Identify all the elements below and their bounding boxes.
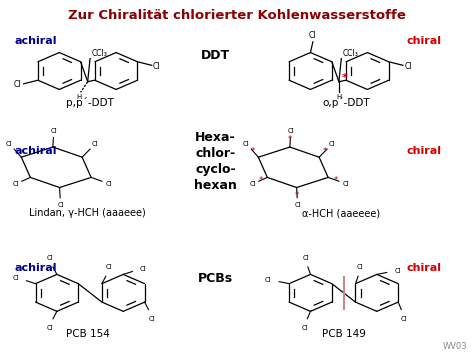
Text: Cl: Cl bbox=[50, 128, 57, 134]
Text: Cl: Cl bbox=[343, 181, 349, 187]
Text: Cl: Cl bbox=[46, 325, 53, 331]
Text: Cl: Cl bbox=[301, 325, 308, 331]
Text: *: * bbox=[295, 191, 299, 200]
Text: Cl: Cl bbox=[401, 316, 407, 322]
Text: o,p´-DDT: o,p´-DDT bbox=[322, 97, 370, 108]
Text: Cl: Cl bbox=[6, 141, 13, 147]
Text: achiral: achiral bbox=[14, 263, 57, 273]
Text: Cl: Cl bbox=[92, 141, 99, 147]
Text: PCB 149: PCB 149 bbox=[322, 329, 365, 339]
Text: Hexa-
chlor-
cyclo-
hexan: Hexa- chlor- cyclo- hexan bbox=[194, 131, 237, 192]
Text: CCl₃: CCl₃ bbox=[91, 49, 107, 58]
Text: Cl: Cl bbox=[294, 202, 301, 208]
Text: Lindan, γ-HCH (aaaeee): Lindan, γ-HCH (aaaeee) bbox=[29, 208, 146, 218]
Text: Cl: Cl bbox=[106, 181, 112, 187]
Text: Cl: Cl bbox=[46, 255, 53, 261]
Text: p,p´-DDT: p,p´-DDT bbox=[66, 97, 114, 108]
Text: PCB 154: PCB 154 bbox=[66, 329, 109, 339]
Text: DDT: DDT bbox=[201, 49, 230, 61]
Text: CCl₃: CCl₃ bbox=[343, 49, 358, 58]
Text: *: * bbox=[323, 147, 327, 155]
Text: Cl: Cl bbox=[153, 61, 161, 71]
Text: WV03: WV03 bbox=[442, 343, 467, 351]
Text: Cl: Cl bbox=[264, 277, 271, 283]
Text: Cl: Cl bbox=[404, 61, 412, 71]
Text: Cl: Cl bbox=[357, 264, 364, 270]
Text: achiral: achiral bbox=[14, 146, 57, 156]
Text: H: H bbox=[76, 94, 82, 100]
Text: *: * bbox=[342, 73, 347, 83]
Text: Cl: Cl bbox=[243, 141, 250, 147]
Text: Cl: Cl bbox=[14, 80, 21, 89]
Text: Cl: Cl bbox=[329, 141, 336, 147]
Text: Cl: Cl bbox=[395, 268, 401, 274]
Text: chiral: chiral bbox=[407, 263, 442, 273]
Text: Cl: Cl bbox=[106, 264, 112, 270]
Text: chiral: chiral bbox=[407, 146, 442, 156]
Text: Cl: Cl bbox=[140, 266, 146, 272]
Text: *: * bbox=[288, 135, 292, 144]
Text: *: * bbox=[259, 176, 263, 185]
Text: Cl: Cl bbox=[13, 181, 19, 187]
Text: Cl: Cl bbox=[57, 202, 64, 208]
Text: α-HCH (aaeeee): α-HCH (aaeeee) bbox=[302, 208, 380, 218]
Text: Cl: Cl bbox=[12, 275, 19, 281]
Text: PCBs: PCBs bbox=[198, 272, 233, 285]
Text: Zur Chiralität chlorierter Kohlenwasserstoffe: Zur Chiralität chlorierter Kohlenwassers… bbox=[68, 9, 406, 22]
Text: *: * bbox=[334, 176, 338, 185]
Text: Cl: Cl bbox=[287, 128, 294, 134]
Text: Cl: Cl bbox=[250, 181, 256, 187]
Text: Cl: Cl bbox=[309, 31, 317, 40]
Text: Cl: Cl bbox=[302, 255, 309, 261]
Text: chiral: chiral bbox=[407, 36, 442, 46]
Text: *: * bbox=[251, 147, 255, 155]
Text: achiral: achiral bbox=[14, 36, 57, 46]
Text: Cl: Cl bbox=[148, 316, 155, 322]
Text: H: H bbox=[336, 94, 342, 100]
